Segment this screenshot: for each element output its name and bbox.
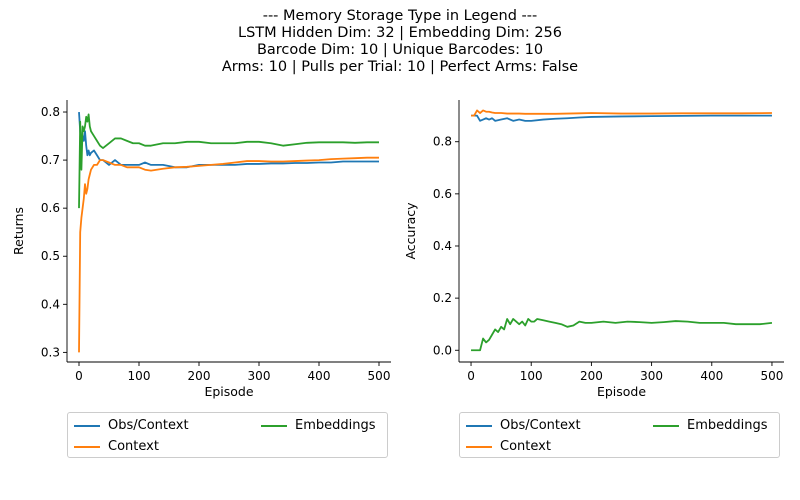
- x-tick-label: 0: [467, 369, 475, 383]
- legend-label-context: Context: [500, 439, 551, 454]
- legend-swatch-embeddings: [261, 424, 287, 427]
- series-line-embeddings: [471, 318, 773, 352]
- title-line-2: LSTM Hidden Dim: 32 | Embedding Dim: 256: [237, 25, 563, 41]
- x-tick-label: 100: [128, 369, 151, 383]
- legend-label-embeddings: Embeddings: [295, 418, 376, 433]
- series-line-embeddings: [78, 113, 379, 209]
- legend-swatch-context: [74, 445, 100, 448]
- x-tick-label: 500: [761, 369, 784, 383]
- title-line-3: Barcode Dim: 10 | Unique Barcodes: 10: [256, 42, 544, 58]
- x-tick-label: 400: [700, 369, 723, 383]
- series-line-obs-context: [471, 114, 772, 122]
- legend-swatch-embeddings: [653, 424, 679, 427]
- y-tick-label: 0.6: [433, 187, 452, 201]
- x-tick-label: 500: [368, 369, 391, 383]
- y-tick-label: 0.6: [41, 201, 60, 215]
- y-tick-label: 0.3: [41, 345, 60, 359]
- title-line-1: --- Memory Storage Type in Legend ---: [262, 8, 538, 24]
- figure-title: --- Memory Storage Type in Legend --- LS…: [0, 8, 800, 76]
- legend-entry-embeddings: Embeddings: [653, 418, 768, 433]
- x-tick-label: 300: [640, 369, 663, 383]
- legend-label-obs-context: Obs/Context: [500, 418, 581, 433]
- legend-label-context: Context: [108, 439, 159, 454]
- series-line-obs-context: [78, 111, 379, 169]
- y-tick-label: 0.5: [41, 249, 60, 263]
- returns-chart: 0 100 200 300 400 500 0.3 0.4 0.5 0.6 0.7 0.8 Episod…: [11, 100, 391, 399]
- x-axis-label: Episode: [597, 384, 646, 399]
- y-axis-label: Accuracy: [403, 202, 418, 260]
- y-tick-label: 0.8: [41, 105, 60, 119]
- series-line-context: [78, 156, 379, 353]
- y-axis-label: Returns: [11, 207, 26, 255]
- x-tick-label: 0: [75, 369, 83, 383]
- legend-swatch-context: [466, 445, 492, 448]
- title-line-4: Arms: 10 | Pulls per Trial: 10 | Perfect…: [221, 59, 579, 75]
- x-tick-label: 400: [308, 369, 331, 383]
- x-tick-label: 100: [520, 369, 543, 383]
- y-tick-label: 0.8: [433, 135, 452, 149]
- returns-legend: Obs/Context Context Embeddings: [67, 412, 388, 458]
- legend-entry-context: Context: [74, 439, 159, 454]
- legend-entry-obs-context: Obs/Context: [466, 418, 581, 433]
- legend-swatch-obs-context: [466, 424, 492, 427]
- legend-swatch-obs-context: [74, 424, 100, 427]
- series-line-context: [471, 109, 772, 117]
- y-tick-label: 0.0: [433, 343, 452, 357]
- legend-label-embeddings: Embeddings: [687, 418, 768, 433]
- y-tick-label: 0.4: [433, 239, 452, 253]
- x-tick-label: 200: [580, 369, 603, 383]
- legend-entry-obs-context: Obs/Context: [74, 418, 189, 433]
- legend-entry-context: Context: [466, 439, 551, 454]
- accuracy-chart: 0 100 200 300 400 500 0.0 0.2 0.4 0.6 0.8 Episode Ac…: [403, 100, 784, 399]
- x-axis-label: Episode: [204, 384, 253, 399]
- x-tick-label: 200: [188, 369, 211, 383]
- y-tick-label: 0.7: [41, 153, 60, 167]
- x-tick-label: 300: [248, 369, 271, 383]
- accuracy-legend: Obs/Context Context Embeddings: [459, 412, 780, 458]
- y-tick-label: 0.2: [433, 291, 452, 305]
- legend-label-obs-context: Obs/Context: [108, 418, 189, 433]
- y-tick-label: 0.4: [41, 297, 60, 311]
- legend-entry-embeddings: Embeddings: [261, 418, 376, 433]
